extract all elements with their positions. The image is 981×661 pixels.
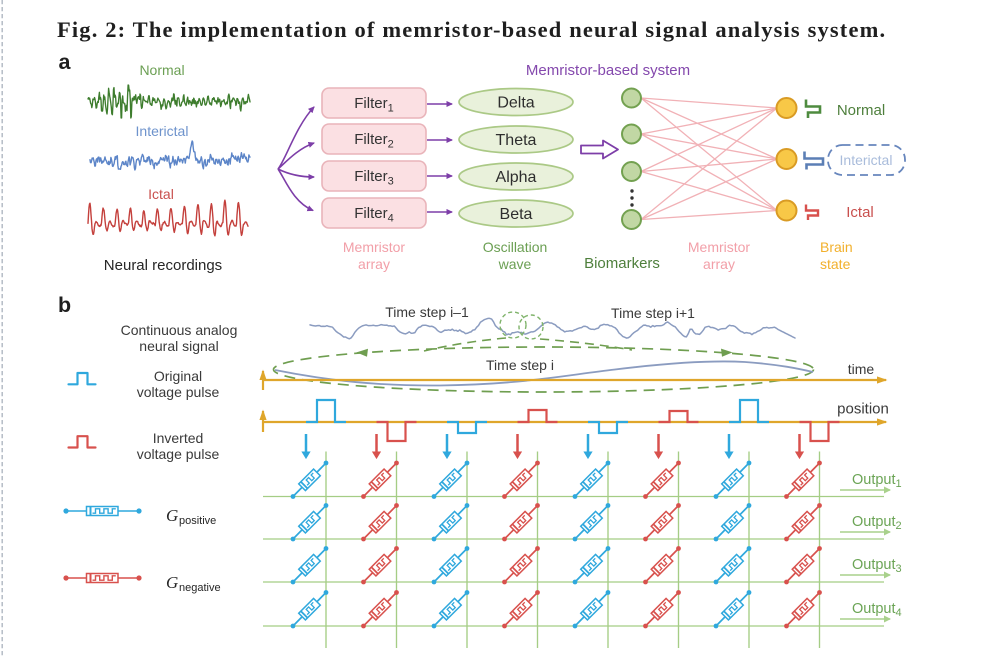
svg-text:Brain: Brain	[820, 239, 853, 255]
svg-text:G: G	[166, 573, 178, 592]
svg-text:Filter2: Filter2	[354, 131, 393, 151]
svg-text:a: a	[59, 50, 72, 74]
svg-text:Fig. 2: The implementation of: Fig. 2: The implementation of memristor-…	[57, 17, 886, 42]
svg-text:Beta: Beta	[500, 206, 533, 223]
svg-text:Alpha: Alpha	[496, 169, 537, 186]
svg-text:G: G	[166, 506, 178, 525]
svg-text:Filter4: Filter4	[354, 205, 393, 225]
svg-text:Output2: Output2	[852, 514, 902, 532]
svg-text:Memristor: Memristor	[688, 239, 751, 255]
svg-text:neural signal: neural signal	[139, 338, 218, 354]
svg-text:Delta: Delta	[497, 95, 534, 112]
svg-text:positive: positive	[179, 515, 216, 527]
svg-text:wave: wave	[498, 256, 532, 272]
svg-text:Memristor: Memristor	[343, 239, 406, 255]
svg-text:Normal: Normal	[139, 62, 184, 78]
svg-text:Oscillation: Oscillation	[483, 239, 548, 255]
svg-text:Output4: Output4	[852, 601, 902, 619]
svg-text:position: position	[837, 401, 889, 418]
svg-text:Memristor-based system: Memristor-based system	[526, 62, 690, 79]
svg-text:Filter1: Filter1	[354, 95, 393, 115]
svg-text:Continuous analog: Continuous analog	[121, 322, 238, 338]
svg-text:Time step i: Time step i	[486, 357, 554, 373]
svg-text:Biomarkers: Biomarkers	[584, 255, 660, 272]
svg-text:Output1: Output1	[852, 472, 902, 490]
svg-text:Time step i–1: Time step i–1	[385, 304, 469, 320]
svg-text:Inverted: Inverted	[153, 430, 204, 446]
svg-text:time: time	[848, 361, 875, 377]
svg-text:Ictal: Ictal	[148, 186, 174, 202]
svg-text:Output3: Output3	[852, 557, 902, 575]
svg-text:Interictal: Interictal	[136, 123, 189, 139]
svg-text:Theta: Theta	[496, 132, 537, 149]
svg-text:state: state	[820, 256, 851, 272]
svg-text:Time step i+1: Time step i+1	[611, 305, 695, 321]
svg-text:Ictal: Ictal	[846, 204, 874, 221]
svg-text:array: array	[703, 256, 735, 272]
svg-text:voltage pulse: voltage pulse	[137, 384, 220, 400]
svg-text:voltage pulse: voltage pulse	[137, 446, 220, 462]
svg-text:Neural recordings: Neural recordings	[104, 257, 222, 274]
svg-text:array: array	[358, 256, 390, 272]
svg-text:Normal: Normal	[837, 102, 885, 119]
svg-text:Original: Original	[154, 368, 202, 384]
svg-text:Filter3: Filter3	[354, 168, 393, 188]
svg-text:b: b	[58, 293, 71, 317]
svg-text:negative: negative	[179, 582, 221, 594]
svg-text:Interictal: Interictal	[840, 152, 893, 168]
